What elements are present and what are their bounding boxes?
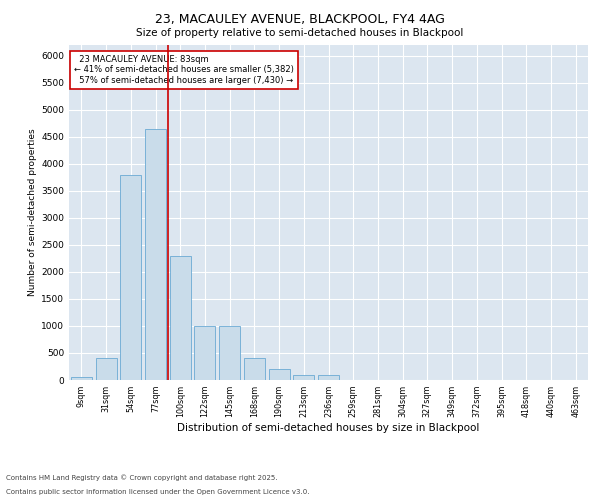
Bar — [71, 378, 92, 380]
Bar — [219, 326, 240, 380]
Y-axis label: Number of semi-detached properties: Number of semi-detached properties — [28, 128, 37, 296]
Text: Size of property relative to semi-detached houses in Blackpool: Size of property relative to semi-detach… — [136, 28, 464, 38]
Bar — [120, 174, 141, 380]
Text: Contains HM Land Registry data © Crown copyright and database right 2025.: Contains HM Land Registry data © Crown c… — [6, 474, 277, 481]
Bar — [95, 358, 116, 380]
Text: 23, MACAULEY AVENUE, BLACKPOOL, FY4 4AG: 23, MACAULEY AVENUE, BLACKPOOL, FY4 4AG — [155, 12, 445, 26]
Bar — [318, 374, 339, 380]
Text: Contains public sector information licensed under the Open Government Licence v3: Contains public sector information licen… — [6, 489, 310, 495]
Bar — [269, 369, 290, 380]
Text: 23 MACAULEY AVENUE: 83sqm
← 41% of semi-detached houses are smaller (5,382)
  57: 23 MACAULEY AVENUE: 83sqm ← 41% of semi-… — [74, 55, 294, 85]
Bar — [244, 358, 265, 380]
X-axis label: Distribution of semi-detached houses by size in Blackpool: Distribution of semi-detached houses by … — [178, 423, 479, 433]
Bar — [293, 374, 314, 380]
Bar — [170, 256, 191, 380]
Bar — [194, 326, 215, 380]
Bar — [145, 128, 166, 380]
